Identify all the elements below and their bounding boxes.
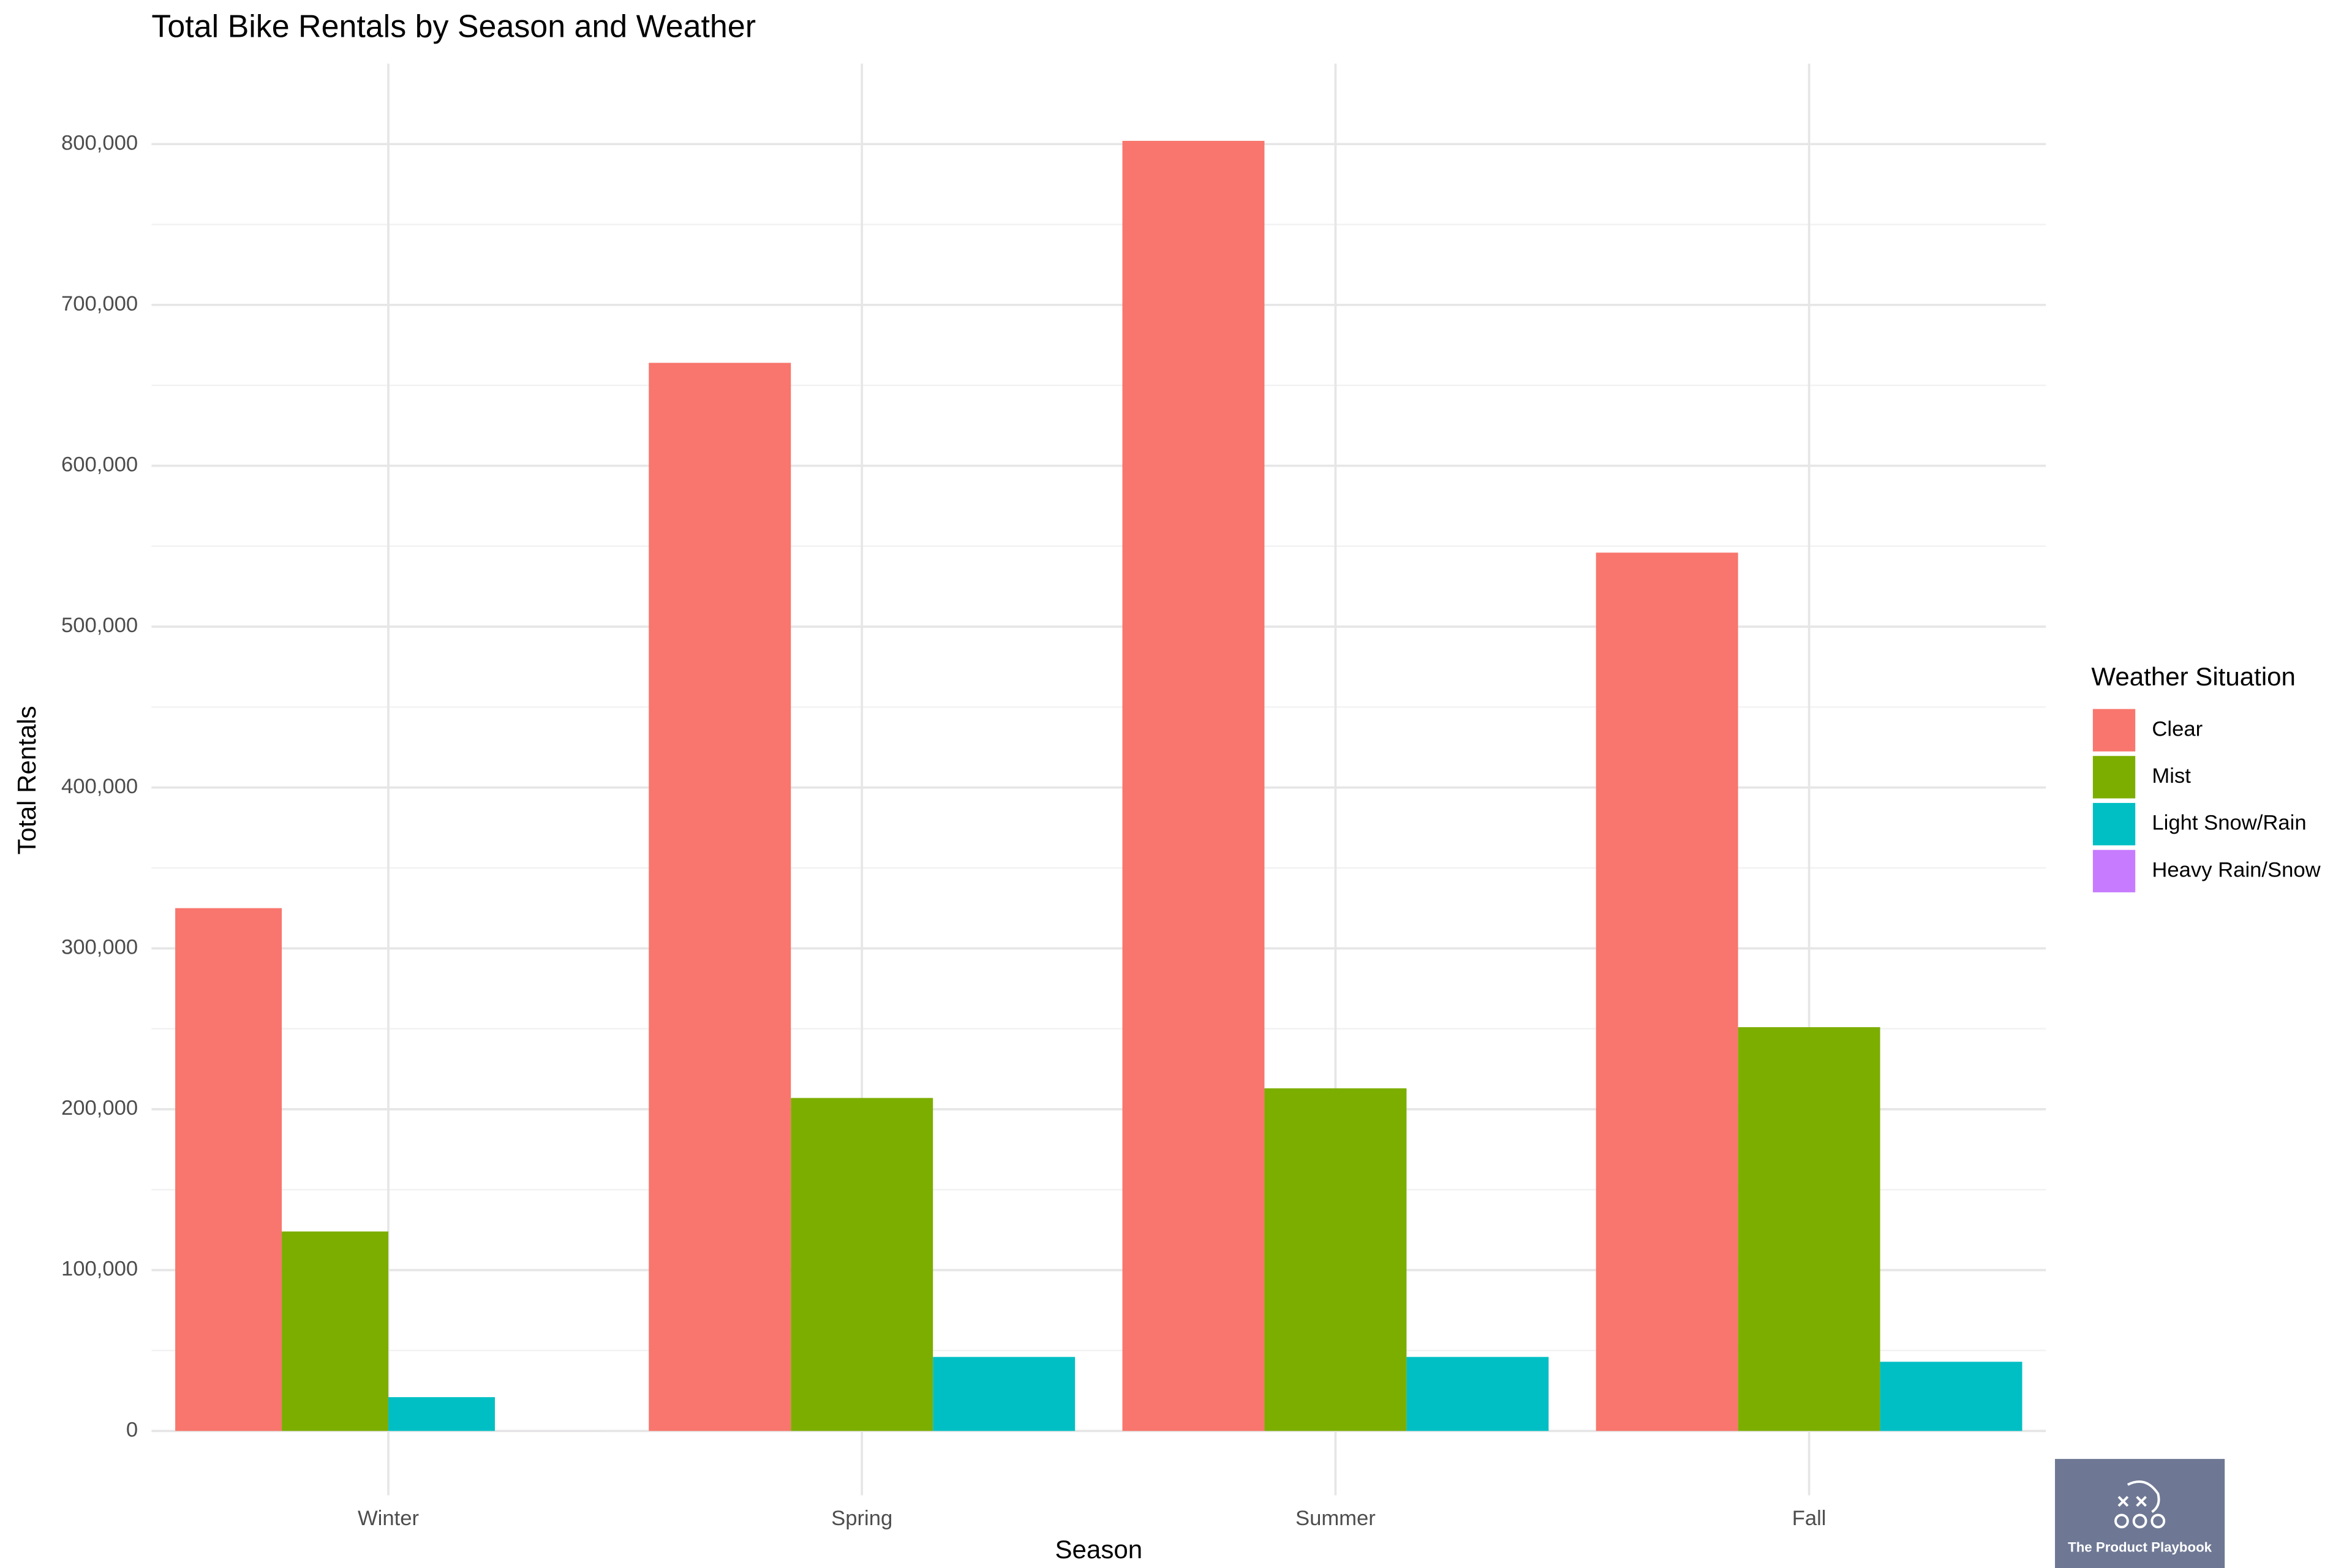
x-axis-label: Season: [1055, 1535, 1142, 1564]
bar: [282, 1231, 389, 1431]
legend-label: Heavy Rain/Snow: [2152, 858, 2321, 881]
x-tick-label: Fall: [1792, 1507, 1826, 1530]
bar: [1264, 1088, 1407, 1431]
y-tick-label: 0: [126, 1418, 138, 1441]
bar: [933, 1357, 1076, 1431]
bar: [1406, 1357, 1549, 1431]
x-tick-label: Spring: [831, 1507, 892, 1530]
bar: [1738, 1027, 1880, 1431]
bar: [1880, 1362, 2022, 1431]
bar: [791, 1098, 933, 1431]
y-tick-label: 200,000: [61, 1096, 138, 1120]
watermark-box: [2055, 1458, 2225, 1568]
bar: [1596, 552, 1738, 1431]
legend-key: [2092, 850, 2136, 892]
y-tick-label: 800,000: [61, 131, 138, 154]
y-tick-label: 400,000: [61, 775, 138, 798]
bar: [649, 363, 791, 1431]
y-tick-label: 500,000: [61, 614, 138, 637]
legend-title: Weather Situation: [2091, 662, 2296, 691]
y-tick-label: 700,000: [61, 292, 138, 315]
bar: [388, 1397, 495, 1431]
plot-layer: Winter Spring Summer Fall 0 100,000 200,000 300…: [61, 63, 2321, 1530]
watermark-text: The Product Playbook: [2068, 1540, 2212, 1555]
chart-title: Total Bike Rentals by Season and Weather: [151, 9, 756, 45]
legend-key: [2092, 756, 2136, 799]
legend-key: [2092, 802, 2136, 846]
legend-label: Mist: [2152, 764, 2191, 788]
watermark: The Product Playbook: [2055, 1458, 2225, 1568]
legend-label: Light Snow/Rain: [2152, 812, 2306, 835]
x-tick-label: Winter: [358, 1507, 419, 1530]
y-tick-label: 100,000: [61, 1257, 138, 1281]
watermark-icon: [2114, 1480, 2166, 1529]
legend-key: [2092, 709, 2136, 752]
legend-label: Clear: [2152, 717, 2203, 741]
x-tick-label: Summer: [1295, 1507, 1376, 1530]
bar: [1122, 140, 1265, 1431]
y-axis-label: Total Rentals: [12, 706, 41, 854]
y-tick-label: 300,000: [61, 935, 138, 959]
y-tick-label: 600,000: [61, 453, 138, 477]
bar: [175, 908, 282, 1431]
